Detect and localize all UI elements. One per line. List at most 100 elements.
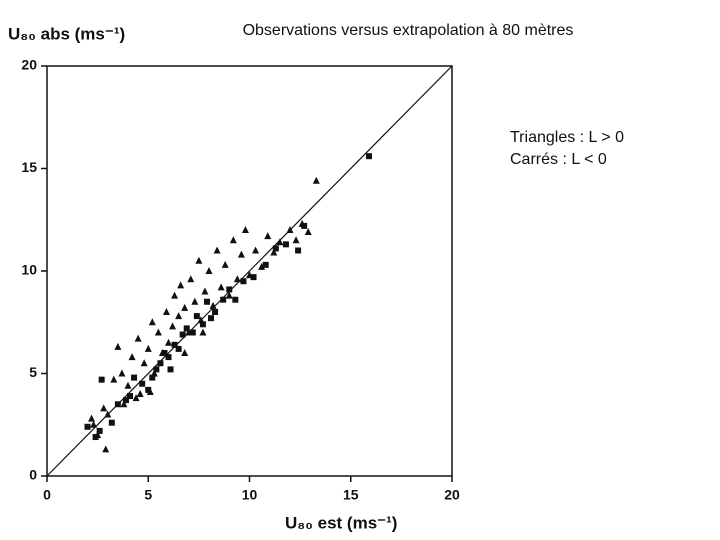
point	[205, 267, 213, 274]
x-tick-label: 5	[144, 487, 152, 503]
point	[148, 318, 156, 326]
point	[134, 334, 142, 342]
point	[250, 274, 257, 281]
point	[270, 248, 278, 256]
point	[145, 386, 152, 393]
x-tick-label: 15	[343, 487, 359, 503]
x-tick-label: 0	[43, 487, 51, 503]
point	[187, 275, 195, 283]
point	[149, 374, 156, 381]
point	[162, 308, 170, 315]
point	[217, 283, 225, 291]
point	[102, 445, 110, 453]
point	[171, 341, 178, 348]
point	[181, 349, 189, 356]
point	[167, 366, 174, 373]
point	[154, 328, 162, 336]
point	[193, 313, 200, 320]
point	[114, 342, 122, 350]
point	[132, 394, 140, 402]
point	[157, 360, 164, 367]
point	[286, 226, 294, 233]
point	[276, 238, 284, 246]
point	[240, 278, 247, 285]
point	[96, 427, 103, 434]
point	[195, 256, 203, 264]
point	[108, 419, 115, 426]
point	[136, 390, 144, 397]
legend-entry: Triangles : L > 0	[510, 129, 624, 146]
point	[212, 309, 219, 315]
y-tick-label: 10	[21, 262, 37, 278]
point	[181, 303, 189, 311]
point	[114, 401, 121, 408]
point	[144, 344, 152, 352]
point	[127, 393, 134, 400]
point	[226, 286, 233, 293]
point	[241, 226, 249, 233]
point	[237, 250, 245, 258]
point	[90, 420, 98, 428]
point	[199, 321, 206, 328]
point	[104, 410, 112, 418]
point	[233, 275, 241, 283]
point	[365, 153, 372, 160]
point	[171, 291, 179, 299]
y-tick-label: 20	[21, 57, 37, 73]
point	[88, 414, 96, 422]
point	[84, 423, 91, 430]
point	[201, 287, 209, 295]
point	[183, 325, 190, 332]
x-tick-label: 20	[444, 487, 460, 503]
point	[229, 236, 237, 244]
point	[98, 376, 105, 383]
point	[165, 354, 172, 361]
point	[295, 247, 302, 254]
point	[175, 312, 183, 320]
point	[209, 301, 217, 309]
chart-title: Observations versus extrapolation à 80 m…	[243, 22, 574, 39]
legend-entry: Carrés : L < 0	[510, 151, 607, 168]
point	[272, 245, 279, 252]
point	[264, 232, 272, 240]
point	[153, 366, 160, 373]
point	[120, 400, 128, 408]
point	[169, 322, 177, 330]
point	[165, 338, 172, 346]
point	[177, 281, 185, 289]
point	[118, 369, 126, 377]
y-tick-label: 0	[29, 467, 37, 483]
point	[189, 329, 196, 336]
point	[220, 296, 227, 303]
point	[199, 328, 207, 336]
point	[140, 359, 148, 367]
point	[131, 374, 138, 381]
point	[161, 350, 168, 356]
point	[213, 246, 221, 254]
point	[262, 261, 269, 268]
x-tick-label: 10	[242, 487, 258, 503]
y-tick-label: 5	[29, 364, 37, 380]
point	[258, 262, 266, 270]
point	[122, 397, 129, 404]
point	[292, 236, 300, 244]
point	[301, 222, 308, 229]
point	[128, 353, 136, 361]
point	[221, 260, 229, 268]
point	[139, 380, 146, 387]
point	[100, 404, 108, 412]
x-axis-label: U₈₀ est (ms⁻¹)	[285, 513, 397, 532]
point	[312, 176, 320, 184]
y-tick-label: 15	[21, 159, 37, 175]
point	[203, 298, 210, 305]
point	[175, 345, 182, 352]
point	[225, 291, 233, 299]
point	[304, 228, 312, 236]
point	[208, 315, 215, 322]
reference-line	[46, 65, 453, 477]
point	[92, 434, 99, 441]
point	[179, 331, 186, 338]
point	[252, 246, 260, 254]
point	[124, 381, 132, 389]
